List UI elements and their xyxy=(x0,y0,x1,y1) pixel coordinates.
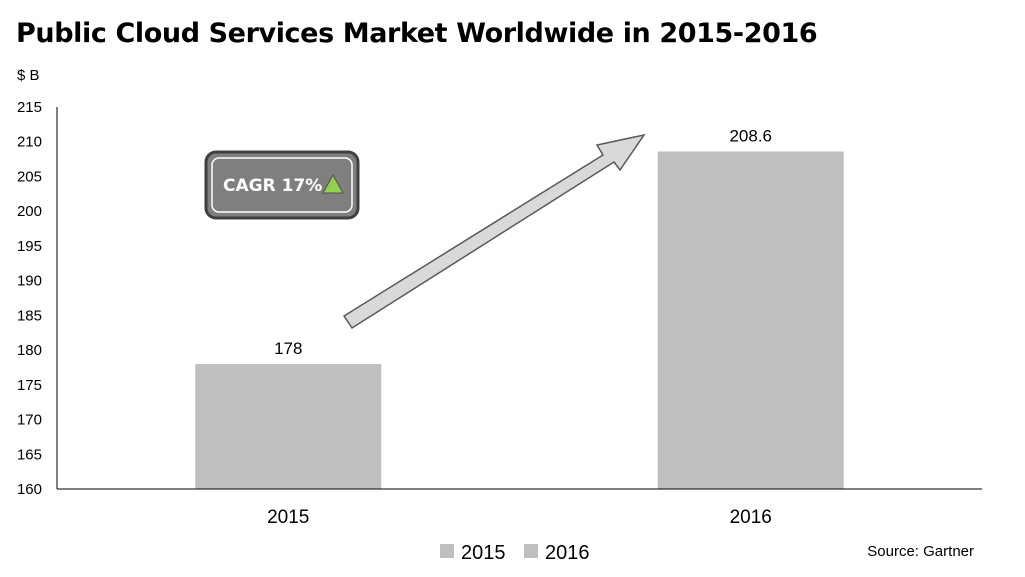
legend: 2015 2016 xyxy=(440,542,590,564)
y-tick-label: 195 xyxy=(17,238,42,255)
y-tick-label: 180 xyxy=(17,342,42,359)
legend-swatch-2016 xyxy=(524,544,538,558)
data-label-2015: 178 xyxy=(274,339,302,358)
y-tick-label: 200 xyxy=(17,203,42,220)
bars xyxy=(195,151,844,489)
y-tick-label: 170 xyxy=(17,412,42,429)
chart-title: Public Cloud Services Market Worldwide i… xyxy=(16,18,818,49)
y-tick-label: 185 xyxy=(17,307,42,324)
cagr-badge-outer xyxy=(204,150,360,220)
cagr-badge: CAGR 17% xyxy=(204,150,360,220)
y-tick-label: 205 xyxy=(17,168,42,185)
x-tick-label-2015: 2015 xyxy=(267,507,309,528)
growth-arrow xyxy=(342,133,646,330)
y-tick-label: 215 xyxy=(17,99,42,116)
x-axis-category-labels: 2015 2016 xyxy=(267,507,772,528)
up-triangle-icon xyxy=(322,173,344,194)
bar-2016 xyxy=(657,151,844,489)
cagr-label: CAGR 17% xyxy=(223,176,322,196)
y-tick-label: 210 xyxy=(17,134,42,151)
y-tick-label: 175 xyxy=(17,377,42,394)
y-axis-ticks: 160 165 170 175 180 185 190 195 200 205 210 215 xyxy=(17,99,42,498)
data-labels: 178 208.6 xyxy=(274,126,772,358)
source-note: Source: Gartner xyxy=(867,543,974,560)
bar-2015 xyxy=(195,363,382,489)
x-tick-label-2016: 2016 xyxy=(730,507,772,528)
cagr-badge-inner-border xyxy=(211,157,353,213)
y-tick-label: 190 xyxy=(17,273,42,290)
legend-swatch-2015 xyxy=(440,544,454,558)
legend-label-2015: 2015 xyxy=(461,542,506,564)
y-tick-label: 160 xyxy=(17,481,42,498)
data-label-2016: 208.6 xyxy=(729,126,772,145)
legend-label-2016: 2016 xyxy=(545,542,590,564)
y-tick-label: 165 xyxy=(17,446,42,463)
y-axis-unit-label: $ B xyxy=(17,67,40,84)
